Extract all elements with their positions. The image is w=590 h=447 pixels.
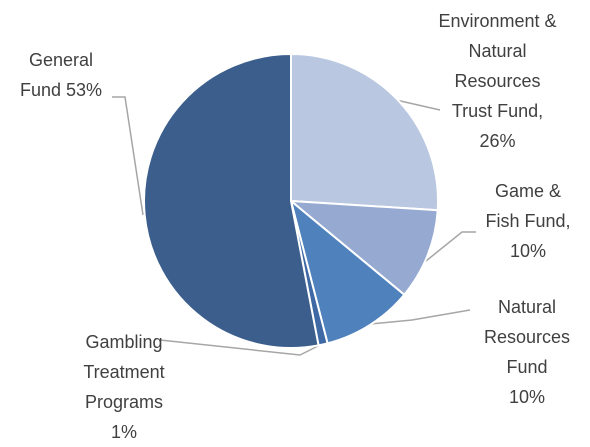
slice-label: Natural Resources Fund 10% xyxy=(472,292,582,412)
pie-slice xyxy=(143,52,320,349)
category-label: Natural Resources Fund xyxy=(483,297,571,377)
leader-lines xyxy=(112,96,476,356)
category-label: Gambling Treatment Programs xyxy=(83,332,165,412)
value-label: 53% xyxy=(66,80,103,100)
value-label: 10% xyxy=(508,387,546,407)
category-label: General Fund xyxy=(19,50,94,100)
leader-line xyxy=(395,99,441,111)
value-label: 1% xyxy=(110,422,137,442)
slice-label: Gambling Treatment Programs 1% xyxy=(68,327,180,447)
slice-label: Environment & Natural Resources Trust Fu… xyxy=(435,6,560,156)
leader-line xyxy=(420,231,476,266)
leader-line xyxy=(359,309,471,326)
leader-line xyxy=(112,96,144,216)
leader-line xyxy=(159,339,321,356)
value-label: 10% xyxy=(509,241,547,261)
slice-label: General Fund 53% xyxy=(6,45,116,105)
category-label: Environment & Natural Resources Trust Fu… xyxy=(438,11,557,121)
value-label: 26% xyxy=(479,131,516,151)
slice-label: Game & Fish Fund, 10% xyxy=(478,176,578,266)
category-label: Game & Fish Fund, xyxy=(485,181,571,231)
pie-slice xyxy=(287,199,439,297)
pie-slice xyxy=(290,52,439,212)
